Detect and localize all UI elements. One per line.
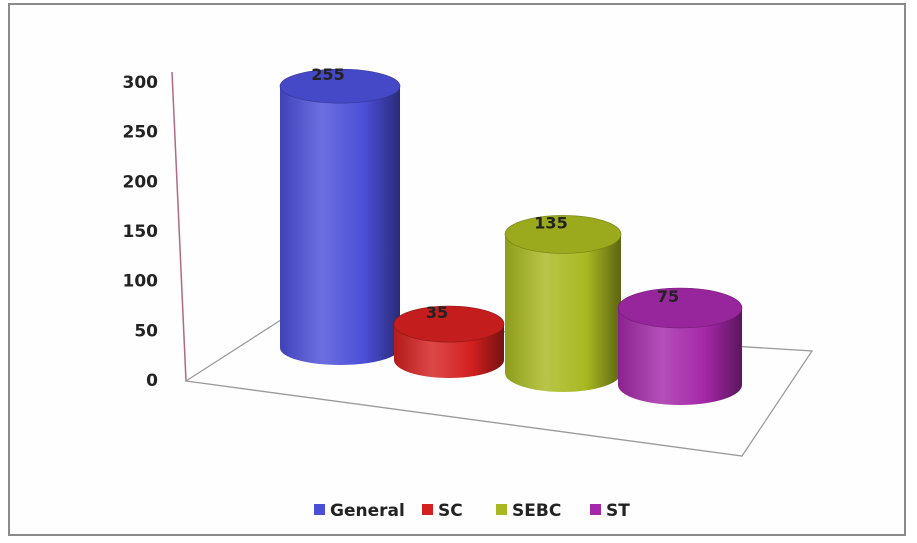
data-label-sc: 35 bbox=[426, 303, 448, 322]
legend-label: SEBC bbox=[512, 501, 561, 521]
legend-swatch bbox=[314, 504, 325, 515]
data-label-st: 75 bbox=[657, 287, 679, 306]
chart-frame bbox=[8, 3, 906, 536]
y-tick-label: 250 bbox=[123, 123, 159, 143]
chart-axes bbox=[171, 71, 814, 457]
bar-body bbox=[280, 86, 400, 365]
bar-sebc bbox=[504, 215, 622, 392]
legend-swatch bbox=[496, 504, 507, 515]
legend-swatch bbox=[422, 504, 433, 515]
legend-item-sebc: SEBC bbox=[496, 501, 561, 521]
legend-item-general: General bbox=[314, 501, 405, 521]
chart-bars bbox=[279, 68, 743, 405]
legend-item-sc: SC bbox=[422, 501, 463, 521]
legend-swatch bbox=[590, 504, 601, 515]
legend-label: SC bbox=[438, 501, 463, 521]
bar-top bbox=[504, 215, 622, 254]
y-tick-label: 200 bbox=[123, 172, 159, 192]
chart-floor bbox=[184, 317, 814, 457]
chart-legend: General SC SEBC ST bbox=[314, 501, 630, 521]
bar-st bbox=[617, 287, 743, 405]
y-tick-label: 0 bbox=[146, 371, 158, 391]
y-tick-label: 300 bbox=[123, 73, 159, 93]
bar-top bbox=[617, 287, 743, 329]
bar-top bbox=[393, 305, 505, 343]
y-tick-label: 100 bbox=[123, 272, 159, 292]
legend-label: General bbox=[330, 501, 405, 521]
bar-sc bbox=[393, 305, 505, 378]
bar-body bbox=[618, 308, 742, 405]
bar-body bbox=[505, 234, 621, 392]
data-label-general: 255 bbox=[311, 65, 344, 84]
data-labels: 255 35 135 75 bbox=[311, 65, 679, 322]
legend-label: ST bbox=[606, 501, 630, 521]
data-label-sebc: 135 bbox=[534, 213, 567, 232]
y-axis-line bbox=[171, 71, 187, 382]
bar-top bbox=[279, 68, 401, 104]
y-tick-label: 150 bbox=[123, 222, 159, 242]
y-tick-label: 50 bbox=[134, 321, 158, 341]
legend-item-st: ST bbox=[590, 501, 630, 521]
bar-general bbox=[279, 68, 401, 365]
y-axis-ticks: 0 50 100 150 200 250 300 bbox=[123, 73, 159, 391]
